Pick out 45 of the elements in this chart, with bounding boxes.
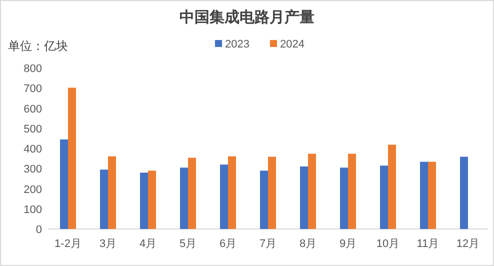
y-tick-label: 400 xyxy=(24,144,42,156)
x-tick-label: 7月 xyxy=(259,238,277,250)
bar xyxy=(100,170,108,229)
legend-label: 2024 xyxy=(280,38,304,50)
bar xyxy=(428,162,436,229)
bar xyxy=(300,166,308,229)
x-tick-label: 9月 xyxy=(339,238,357,250)
bar xyxy=(140,172,148,229)
bar xyxy=(268,156,276,229)
x-tick-label: 4月 xyxy=(139,238,157,250)
x-tick-label: 12月 xyxy=(456,238,480,250)
y-tick-label: 300 xyxy=(24,164,42,176)
y-tick-label: 700 xyxy=(24,83,42,96)
y-tick-label: 200 xyxy=(24,184,42,196)
legend-label: 2023 xyxy=(225,38,250,50)
x-tick-label: 10月 xyxy=(376,238,400,250)
bar xyxy=(108,156,116,229)
bar xyxy=(180,168,188,229)
y-tick-label: 0 xyxy=(36,224,42,236)
bar xyxy=(260,170,268,229)
x-tick-label: 6月 xyxy=(219,238,237,250)
bar xyxy=(228,156,236,229)
bar xyxy=(220,164,228,229)
y-tick-label: 500 xyxy=(24,123,42,136)
bar xyxy=(348,154,356,229)
bar xyxy=(420,162,428,229)
y-axis-title: 单位：亿块 xyxy=(8,39,68,53)
bar xyxy=(68,88,76,229)
bar xyxy=(308,154,316,229)
chart-title: 中国集成电路月产量 xyxy=(180,9,314,26)
y-tick-label: 800 xyxy=(24,63,42,75)
x-tick-label: 8月 xyxy=(299,238,317,250)
bar xyxy=(60,139,68,229)
bar xyxy=(340,168,348,229)
bar xyxy=(380,166,388,229)
bar xyxy=(188,158,196,229)
bar xyxy=(388,144,396,229)
x-tick-label: 5月 xyxy=(179,238,197,250)
bar xyxy=(148,170,156,229)
x-tick-label: 3月 xyxy=(99,238,117,250)
x-tick-label: 1-2月 xyxy=(54,238,82,250)
y-tick-label: 600 xyxy=(24,103,42,116)
y-tick-label: 100 xyxy=(24,204,42,216)
x-tick-label: 11月 xyxy=(416,238,440,250)
bar xyxy=(460,156,468,229)
